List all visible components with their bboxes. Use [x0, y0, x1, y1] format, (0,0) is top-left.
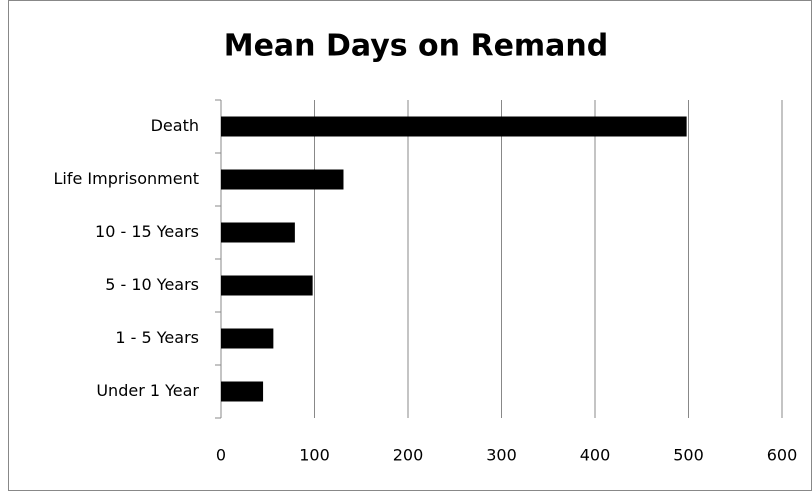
bar — [221, 275, 313, 296]
x-tick-label: 100 — [299, 446, 330, 465]
x-tick-label: 200 — [393, 446, 424, 465]
bar — [221, 222, 295, 243]
y-tick-label: 10 - 15 Years — [95, 222, 199, 241]
chart-border — [8, 0, 812, 491]
x-tick-label: 600 — [767, 446, 798, 465]
bar — [221, 116, 687, 137]
bar — [221, 328, 274, 349]
chart-title: Mean Days on Remand — [224, 29, 609, 64]
x-tick-label: 400 — [580, 446, 611, 465]
x-tick-label: 0 — [216, 446, 226, 465]
bar — [221, 169, 344, 190]
y-tick-label: Life Imprisonment — [53, 169, 199, 188]
y-tick-label: 5 - 10 Years — [105, 275, 199, 294]
bar — [221, 381, 264, 402]
y-tick-label: Death — [151, 116, 199, 135]
y-tick-label: 1 - 5 Years — [115, 328, 199, 347]
x-tick-label: 300 — [486, 446, 517, 465]
y-tick-label: Under 1 Year — [96, 381, 199, 400]
x-tick-label: 500 — [673, 446, 704, 465]
